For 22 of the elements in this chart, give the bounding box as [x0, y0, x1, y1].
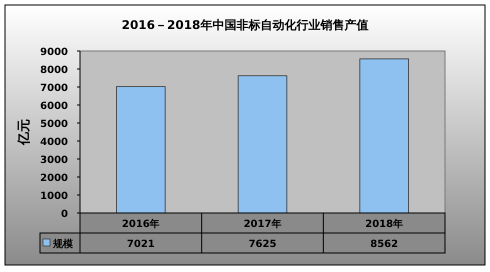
y-tick-label: 6000	[40, 101, 68, 112]
y-tick-label: 0	[61, 209, 68, 220]
y-tick-label: 4000	[40, 137, 68, 148]
x-tick-label: 2018年	[365, 218, 404, 230]
y-tick-label: 2000	[40, 173, 68, 184]
x-tick-label: 2016年	[122, 218, 160, 230]
y-tick-label: 9000	[40, 47, 68, 58]
y-tick-label: 8000	[40, 65, 68, 76]
y-tick-label: 5000	[40, 119, 68, 130]
bar	[116, 86, 166, 214]
y-tick-label: 1000	[40, 191, 68, 202]
y-axis-title: 亿元	[17, 119, 32, 146]
data-label: 7021	[126, 239, 155, 250]
bar	[238, 75, 288, 214]
chart-title: 2016－2018年中国非标自动化行业销售产值	[122, 18, 368, 32]
x-tick-label: 2017年	[244, 218, 282, 230]
y-tick-label: 7000	[40, 83, 68, 94]
data-label: 8562	[370, 239, 398, 250]
bar	[359, 58, 409, 214]
data-label: 7625	[248, 239, 276, 250]
y-tick-label: 3000	[40, 155, 68, 166]
legend-label: 规模	[52, 238, 74, 250]
